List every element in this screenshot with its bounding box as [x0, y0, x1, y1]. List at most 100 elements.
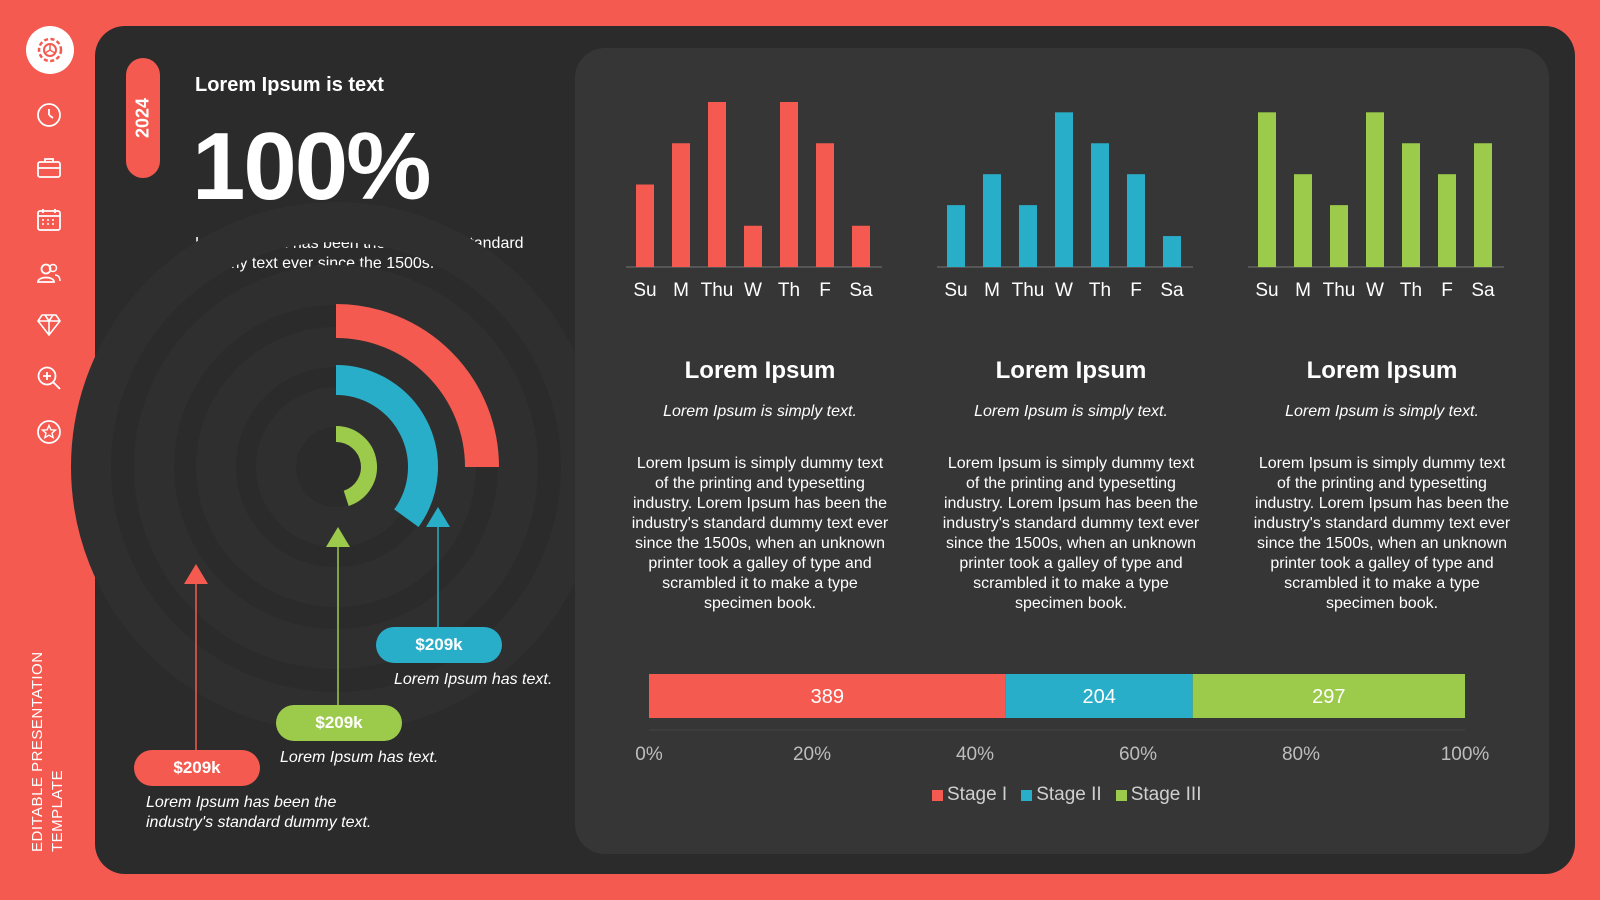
chart-tick-label: Sa: [1160, 280, 1184, 301]
year-badge: 2024: [126, 58, 160, 178]
legend-item-stage-3: Stage III: [1115, 784, 1202, 806]
chart-bar: [1366, 112, 1384, 267]
chart-bar: [1474, 143, 1492, 267]
chart-bar: [636, 184, 654, 267]
chart-bar: [1055, 112, 1073, 267]
zoom-icon[interactable]: [34, 363, 64, 393]
chart-tick-label: Thu: [1012, 280, 1045, 301]
radial-arc: [335, 365, 438, 527]
calendar-icon[interactable]: [34, 205, 64, 235]
legend-swatch-stage-2: [1021, 789, 1033, 801]
column-subtitle-2: Lorem Ipsum is simply text.: [974, 403, 1168, 420]
legend-swatch-stage-3: [1115, 789, 1127, 801]
x-tick-0: 0%: [635, 744, 663, 765]
chart-tick-label: Th: [1400, 280, 1422, 301]
column-body-1: Lorem Ipsum is simply dummy text of the …: [631, 455, 889, 612]
radial-background-ring: [256, 387, 416, 547]
radial-arc: [335, 304, 499, 468]
legend-label-stage-3: Stage III: [1130, 784, 1202, 805]
legend-label-stage-1: Stage I: [947, 784, 1008, 805]
x-tick-80: 80%: [1281, 744, 1321, 765]
chart-bar: [816, 143, 834, 267]
briefcase-icon[interactable]: [34, 153, 64, 183]
pointer-arrow-icon: [184, 564, 208, 584]
dashboard-icon[interactable]: [34, 100, 64, 130]
column-body-3: Lorem Ipsum is simply dummy text of the …: [1253, 455, 1511, 612]
chart-tick-label: W: [744, 280, 762, 301]
chart-tick-label: Su: [633, 280, 656, 301]
chart-bar: [1163, 236, 1181, 267]
stacked-value-label: 297: [1312, 686, 1345, 708]
x-tick-20: 20%: [792, 744, 832, 765]
radial-background-ring: [196, 327, 476, 607]
star-icon[interactable]: [34, 417, 64, 447]
column-title-1: Lorem Ipsum: [684, 357, 836, 384]
legend-item-stage-2: Stage II: [1021, 784, 1102, 806]
chart-bar: [1438, 174, 1456, 267]
chart-tick-label: F: [819, 280, 831, 301]
callout-value-blue: $209k: [415, 635, 463, 654]
chart-tick-label: Sa: [849, 280, 873, 301]
chart-bar: [1402, 143, 1420, 267]
weekly-bar-charts: Su M Thu W Th F Sa Su M Thu W Th F Sa Su M Thu W Th F Sa: [626, 102, 1504, 301]
chart-tick-label: W: [1055, 280, 1073, 301]
callout-value-green: $209k: [315, 713, 363, 732]
pointer-arrow-icon: [326, 527, 350, 547]
chart-bar: [780, 102, 798, 267]
chart-bar: [1258, 112, 1276, 267]
x-tick-40: 40%: [955, 744, 995, 765]
x-tick-60: 60%: [1118, 744, 1158, 765]
pointer-arrow-icon: [426, 507, 450, 527]
chart-tick-label: M: [1295, 280, 1311, 301]
sidebar: EDITABLE PRESENTATION TEMPLATE: [0, 0, 96, 900]
column-subtitle-1: Lorem Ipsum is simply text.: [663, 403, 857, 420]
chart-bar: [708, 102, 726, 267]
stacked-segment: [1005, 674, 1193, 718]
callout-badge-green: $209k: [276, 705, 402, 741]
chart-tick-label: Th: [778, 280, 800, 301]
stacked-value-label: 204: [1082, 686, 1115, 708]
chart-bar: [1127, 174, 1145, 267]
callout-value-red: $209k: [173, 758, 221, 777]
callout-caption-green: Lorem Ipsum has text.: [280, 749, 439, 766]
chart-tick-label: F: [1130, 280, 1142, 301]
chart-bar: [1330, 205, 1348, 267]
logo-settings-icon[interactable]: [26, 26, 74, 74]
chart-tick-label: F: [1441, 280, 1453, 301]
chart-tick-label: Sa: [1471, 280, 1495, 301]
big-percentage: 100%: [192, 113, 432, 220]
column-body-2: Lorem Ipsum is simply dummy text of the …: [942, 455, 1200, 612]
chart-tick-label: Th: [1089, 280, 1111, 301]
callout-badge-blue: $209k: [376, 627, 502, 663]
callout-caption-blue: Lorem Ipsum has text.: [394, 671, 553, 688]
legend-label-stage-2: Stage II: [1036, 784, 1102, 805]
x-tick-100: 100%: [1440, 744, 1490, 765]
chart-tick-label: M: [984, 280, 1000, 301]
stacked-bar-chart: 389 204 297: [649, 674, 1465, 731]
chart-bar: [947, 205, 965, 267]
chart-bar: [852, 225, 870, 267]
kicker-title: Lorem Ipsum is text: [195, 74, 384, 96]
chart-bar: [1294, 174, 1312, 267]
stacked-segment: [649, 674, 1006, 718]
chart-bar: [1019, 205, 1037, 267]
stacked-legend: Stage I Stage II Stage III: [932, 784, 1202, 806]
chart-bar: [744, 225, 762, 267]
legend-swatch-stage-1: [932, 789, 943, 801]
column-subtitle-3: Lorem Ipsum is simply text.: [1285, 403, 1479, 420]
stacked-segment: [1192, 674, 1465, 718]
radial-background-ring: [134, 265, 538, 669]
chart-bar: [983, 174, 1001, 267]
diamond-icon[interactable]: [34, 310, 64, 340]
chart-bar: [1091, 143, 1109, 267]
chart-tick-label: M: [673, 280, 689, 301]
radial-arc: [335, 426, 377, 506]
chart-tick-label: Su: [944, 280, 967, 301]
callout-badge-red: $209k: [134, 750, 260, 786]
chart-bar: [672, 143, 690, 267]
column-title-2: Lorem Ipsum: [995, 357, 1147, 384]
callout-caption-red: Lorem Ipsum has been the industry's stan…: [146, 794, 372, 831]
legend-item-stage-1: Stage I: [932, 784, 1007, 806]
stacked-value-label: 389: [811, 686, 844, 708]
users-icon[interactable]: [34, 258, 64, 288]
